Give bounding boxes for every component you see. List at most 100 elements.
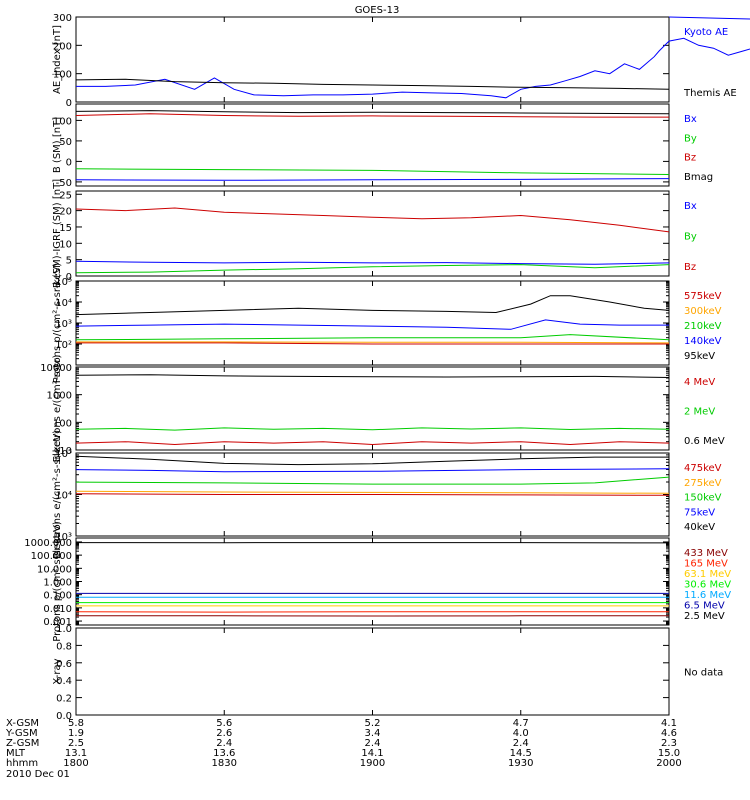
y-tick-label: 10.000 (37, 564, 72, 575)
y-tick-label: 0.2 (56, 694, 72, 705)
legend-entry: 63.1 MeV (684, 569, 731, 580)
y-axis-label: AE_index [nT] (52, 25, 63, 94)
axis-row-value: 2.5 (68, 738, 84, 749)
y-tick-label: 100 (53, 116, 72, 127)
legend-entry: 40keV (684, 522, 715, 533)
axis-row-value: 14.5 (510, 748, 532, 759)
panel-8: 0.0 0.2 0.4 0.6 0.8 1.0 X-ray No data (52, 624, 723, 722)
legend-entry: 11.6 MeV (684, 590, 731, 601)
axis-row-value: 5.2 (365, 718, 381, 729)
panel-frame (75, 627, 670, 716)
legend-entry: Bz (684, 153, 696, 164)
legend-entry: Themis AE (683, 88, 737, 99)
panel-7: 0.001 0.010 0.100 1.000 10.000 100.000 1000.00… (24, 521, 731, 642)
series-line (75, 110, 670, 115)
series-line (75, 319, 669, 330)
y-tick-label: 10⁴ (55, 491, 72, 502)
series-line (75, 455, 669, 466)
date-label: 2010 Dec 01 (6, 769, 70, 780)
series-line (75, 493, 670, 496)
bottom-axis-group: X-GSM 5.8 5.6 5.2 4.7 4.1 Y-GSM 1.9 2.6 3.4 4.0 4.6… (5, 718, 682, 769)
legend-entry: 140keV (684, 336, 722, 347)
y-tick-label: 200 (53, 41, 72, 52)
legend-entry: By (684, 232, 697, 243)
axis-row-value: 14.1 (361, 748, 383, 759)
y-tick-label: 5 (66, 256, 72, 267)
axis-row-value: 2.6 (216, 728, 232, 739)
panel-frame (75, 366, 670, 451)
panel-3: 0 5 10 15 20 25B (SM)-IGRF (SM) [nT] Bx By Bz (52, 179, 697, 288)
axis-row-value: 13.1 (65, 748, 87, 759)
series-line (75, 207, 670, 233)
legend-entry: Bz (684, 262, 696, 273)
series-line (76, 342, 669, 345)
y-tick-label: 10⁴ (55, 298, 72, 309)
axis-row-value: 2000 (656, 758, 681, 769)
axis-row-value: 2.4 (365, 738, 381, 749)
axis-row-value: 1900 (360, 758, 385, 769)
series-line (75, 178, 670, 181)
series-line (75, 441, 670, 446)
axis-row-label: MLT (6, 748, 26, 759)
series-line (75, 476, 670, 485)
legend-entry: 210keV (684, 321, 722, 332)
series-line (75, 374, 670, 378)
y-tick-label: 1000.000 (24, 538, 72, 549)
legend-entry: 30.6 MeV (684, 580, 731, 591)
y-tick-label: 10 (59, 239, 72, 250)
axis-row-value: 1930 (508, 758, 533, 769)
axis-row-value: 2.3 (661, 738, 677, 749)
axis-row-label: Z-GSM (6, 738, 39, 749)
series-line (75, 295, 670, 316)
axis-row-value: 4.0 (513, 728, 529, 739)
series-line (75, 113, 669, 118)
axis-row-value: 4.1 (661, 718, 677, 729)
y-axis-label: B (SM) [nT] (52, 117, 63, 173)
y-tick-label: 10³ (55, 532, 72, 543)
axis-row-label: X-GSM (6, 718, 39, 729)
y-tick-label: 50 (59, 137, 72, 148)
axis-row-value: 2.4 (513, 738, 529, 749)
axis-row-value: 13.6 (213, 748, 235, 759)
series-line (75, 490, 670, 494)
axis-row-value: 1830 (212, 758, 237, 769)
y-tick-label: 0 (66, 98, 72, 109)
y-tick-label: 100 (53, 70, 72, 81)
legend-entry: 575keV (684, 291, 722, 302)
y-tick-label: 25 (59, 190, 72, 201)
legend-entry: 4 MeV (684, 377, 715, 388)
y-tick-label: 0.8 (56, 641, 72, 652)
plot-title: GOES-13 (355, 5, 400, 16)
legend-entry: 6.5 MeV (684, 601, 725, 612)
y-tick-label: 1000 (47, 391, 72, 402)
legend-entry: 165 MeV (684, 559, 728, 570)
y-axis-label: Protons p/(cm²-s-sr-keV) (52, 521, 63, 642)
axis-row-value: 4.6 (661, 728, 677, 739)
series-line (75, 78, 670, 90)
y-tick-label: 1.000 (43, 578, 72, 589)
axis-row-value: 5.8 (68, 718, 84, 729)
legend-entry: 475keV (684, 463, 722, 474)
axis-row-value: 4.7 (513, 718, 529, 729)
legend-entry: Kyoto AE (684, 27, 728, 38)
y-axis-label: X-ray (52, 658, 63, 684)
y-tick-label: 0.0 (56, 711, 72, 722)
legend-entry: 2 MeV (684, 407, 715, 418)
panel-note: No data (684, 668, 723, 679)
series-line (75, 334, 670, 341)
y-tick-label: 10000 (40, 363, 72, 374)
series-line (76, 16, 750, 99)
legend-entry: Bx (684, 114, 697, 125)
axis-row-value: 2.4 (216, 738, 232, 749)
y-tick-label: 0.100 (43, 591, 72, 602)
series-line (76, 341, 670, 344)
panel-frame (75, 16, 670, 103)
y-axis-label: Electrons e/(cm²-s-sr) (52, 355, 63, 463)
axis-row-value: 1800 (63, 758, 88, 769)
y-axis-label: Protons p/(cm²-s-sr-keV) (52, 263, 63, 384)
